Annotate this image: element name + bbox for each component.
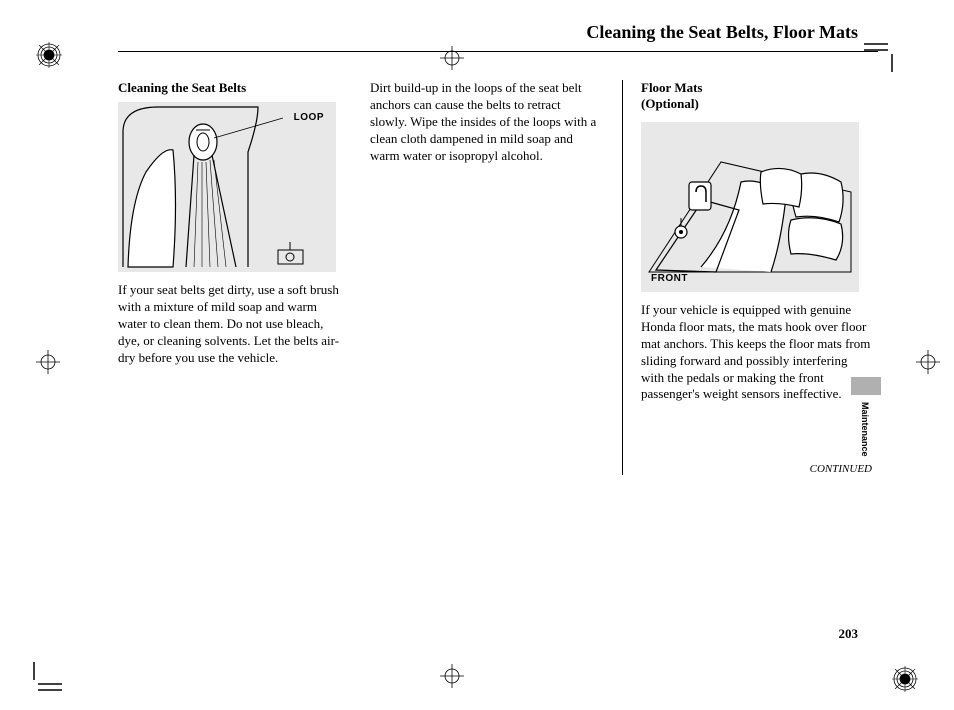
columns-wrapper: Cleaning the Seat Belts [118,80,878,475]
section-tab [851,377,881,395]
seat-belts-body: If your seat belts get dirty, use a soft… [118,282,348,366]
corner-trim-mark-icon [28,662,62,696]
page-title: Cleaning the Seat Belts, Floor Mats [118,22,878,51]
floor-mats-svg [641,122,859,292]
page-number: 203 [839,626,859,642]
column-1: Cleaning the Seat Belts [118,80,348,475]
seat-belt-svg [118,102,336,272]
manual-page: Cleaning the Seat Belts, Floor Mats Clea… [118,22,878,642]
continued-label: CONTINUED [641,463,872,475]
section-side-label: Maintenance [860,402,870,457]
floor-mats-body: If your vehicle is equipped with genuine… [641,302,872,403]
floor-mats-illustration: FRONT [641,122,859,292]
column-2: Dirt build-up in the loops of the seat b… [370,80,600,475]
crosshair-mark-icon [440,46,464,70]
seat-belt-illustration: LOOP [118,102,336,272]
corner-trim-mark-icon [864,38,898,72]
seat-belts-heading: Cleaning the Seat Belts [118,80,348,96]
front-label: FRONT [651,273,688,284]
crosshair-mark-icon [36,350,60,374]
crosshair-mark-icon [916,350,940,374]
floor-mats-heading: Floor Mats (Optional) [641,80,872,112]
registration-mark-icon [892,666,918,692]
loop-label: LOOP [294,112,324,123]
column-3: Floor Mats (Optional) [622,80,872,475]
title-rule [118,51,878,52]
loops-body: Dirt build-up in the loops of the seat b… [370,80,600,164]
registration-mark-icon [36,42,62,68]
crosshair-mark-icon [440,664,464,688]
